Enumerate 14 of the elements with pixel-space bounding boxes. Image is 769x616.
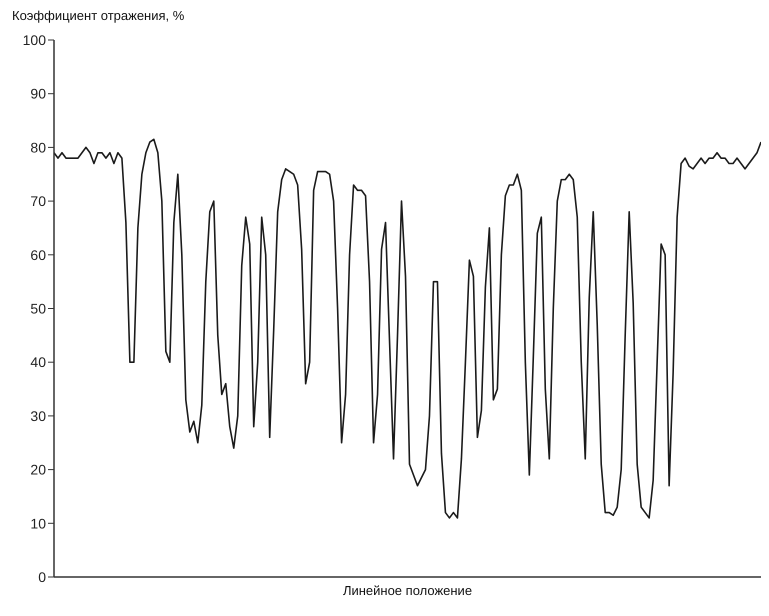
y-tick-label: 90 — [30, 86, 46, 102]
y-tick-label: 0 — [38, 568, 46, 585]
y-tick-label: 80 — [30, 139, 46, 156]
y-tick-label: 10 — [30, 515, 46, 532]
y-tick-label: 20 — [30, 462, 46, 478]
y-tick-label: 40 — [30, 354, 46, 370]
x-axis-title: Линейное положение — [342, 583, 474, 598]
y-tick-label: 100 — [22, 32, 46, 48]
y-axis-title: Коэффициент отражения, % — [12, 8, 186, 25]
y-tick-label: 70 — [30, 193, 46, 210]
y-tick-label: 60 — [30, 246, 46, 263]
y-tick-label: 30 — [30, 408, 46, 424]
line-series — [53, 138, 761, 519]
y-tick-label: 50 — [30, 300, 46, 316]
